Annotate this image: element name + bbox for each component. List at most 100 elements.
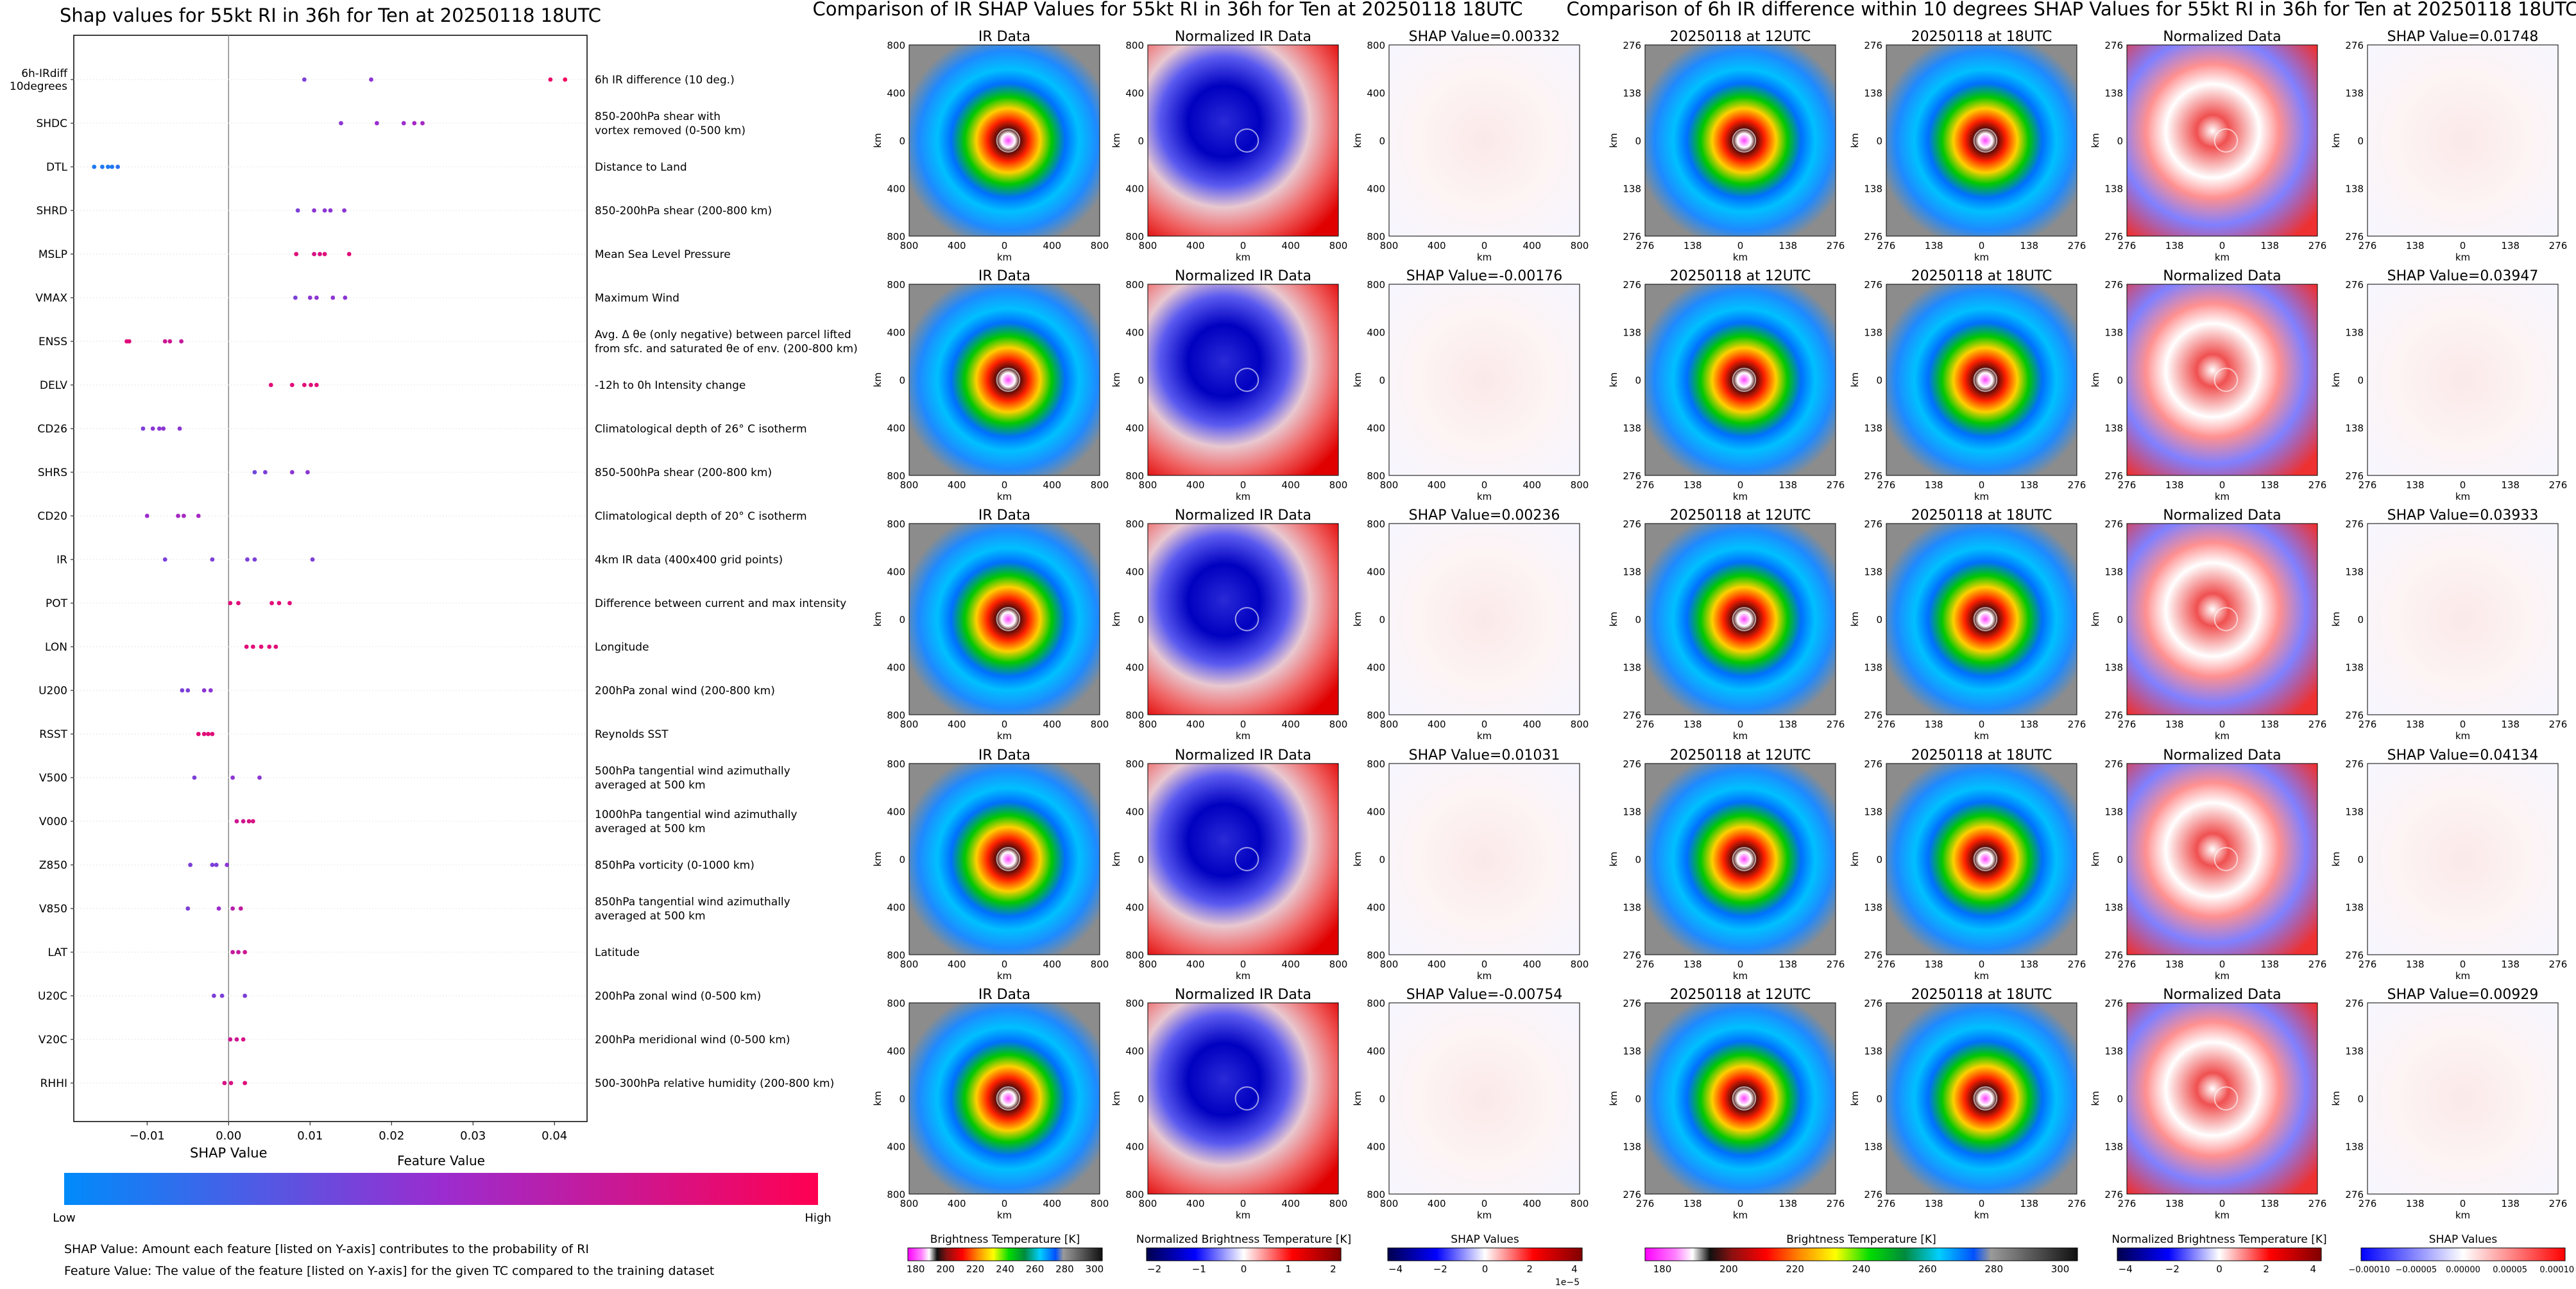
colorbar-tick: 180 [907,1263,925,1275]
y-tick-label: 400 [887,567,905,578]
x-tick-label: 138 [2501,240,2520,252]
y-tick-label: 138 [1864,567,1882,578]
x-tick-label: 800 [1091,240,1109,252]
shap-point [339,121,343,126]
shap-point [241,1037,246,1042]
shap-point [305,470,310,475]
colorbar-title: Feature Value [397,1153,485,1168]
y-tick-label: 276 [1864,518,1882,530]
y-tick-label: 800 [1367,518,1385,530]
y-tick-label: 0 [899,614,905,626]
panel-image [2126,284,2318,476]
y-tick-label: 0 [2117,135,2123,147]
shap-point [263,470,268,475]
x-tick-label: 138 [1684,719,1702,730]
panel-image [1886,1002,2077,1195]
y-tick-label: 276 [2345,231,2364,243]
y-tick-label: 800 [1367,231,1385,243]
storm-eye [2213,128,2239,153]
y-tick-label: 276 [1623,279,1641,291]
storm-eye [1234,128,1259,153]
shap-point [267,644,272,649]
x-tick-label: 400 [948,1198,966,1209]
shap-point [318,252,322,257]
x-tick-label: 138 [1925,479,1943,491]
y-tick-label: 276 [1623,998,1641,1009]
y-axis-label: km [1849,372,1861,387]
shap-point [201,688,207,693]
y-tick-label: 400 [887,423,905,434]
shap-point [250,819,255,824]
y-axis-label: km [1608,372,1619,387]
shap-point [188,862,192,867]
panel-image [1886,284,2077,476]
x-tick-label: 276 [2118,959,2137,970]
x-tick-label: 0 [1481,1198,1488,1209]
x-tick-label: 400 [1186,1198,1205,1209]
shap-point [322,208,327,213]
colorbar-tick: 300 [2051,1263,2070,1275]
x-tick-label: 0 [1979,479,1985,491]
y-tick-label: 276 [1864,998,1882,1009]
colorbar [907,1247,1103,1261]
y-tick-label: 400 [1367,184,1385,195]
y-axis-label: km [1111,372,1122,387]
y-tick-label: 800 [1125,1189,1144,1200]
feature-label: POT [46,597,68,610]
x-axis-label: km [2215,730,2230,742]
x-tick-label: 400 [1043,479,1061,491]
storm-eye [1732,847,1757,871]
colorbar-tick: 0.00000 [2446,1265,2480,1275]
panel-title: Normalized Data [2163,29,2281,45]
x-tick-label: 800 [1380,719,1399,730]
feature-label: V850 [39,903,67,916]
shap-point [310,557,315,562]
colorbar-tick: 4 [1571,1263,1578,1275]
x-tick-label: 400 [1523,719,1541,730]
shap-point [105,164,110,169]
x-tick-label: 138 [2020,240,2038,252]
x-tick-label: 138 [2020,479,2038,491]
x-tick-label: 0 [2219,240,2226,252]
shap-point [346,252,352,257]
shap-point [238,906,243,911]
feature-label: V000 [39,815,67,828]
shap-point [369,77,373,82]
y-tick-label: 0 [1379,135,1385,147]
y-tick-label: 276 [2104,40,2123,51]
x-axis-label: km [997,730,1012,742]
x-tick-label: 138 [2406,240,2425,252]
x-axis-label: km [1477,970,1492,982]
y-tick-label: 400 [1125,1046,1144,1057]
x-tick-label: 800 [1329,240,1348,252]
y-tick-label: 138 [2104,1046,2123,1057]
storm-eye [1973,1086,1998,1111]
shap-point [167,339,173,344]
colorbar-label: Brightness Temperature [K] [930,1233,1080,1246]
x-tick-label: 400 [948,959,966,970]
y-tick-label: 400 [1367,327,1385,339]
y-tick-label: 400 [1367,902,1385,914]
x-tick-label: 276 [1636,1198,1655,1209]
y-tick-label: 138 [2345,807,2364,818]
x-tick-label: 0 [1002,1198,1008,1209]
x-axis-label: km [2455,730,2470,742]
x-tick-label: 138 [2165,240,2184,252]
x-tick-label: 138 [1925,1198,1943,1209]
shap-point [225,862,230,867]
y-axis-label: km [2330,372,2342,387]
y-tick-label: 0 [1635,854,1641,866]
feature-label: SHDC [36,117,67,130]
feature-description: averaged at 500 km [595,910,706,923]
shap-point [287,601,292,606]
x-tick-label: 0 [1240,719,1247,730]
x-tick-label: 400 [1043,240,1061,252]
storm-eye [2213,368,2239,392]
x-tick-label: 138 [2260,479,2279,491]
y-tick-label: 800 [1367,279,1385,291]
x-tick-label: 800 [1139,479,1157,491]
y-tick-label: 400 [1125,184,1144,195]
feature-label: SHRD [37,205,67,218]
feature-description: 850-500hPa shear (200-800 km) [595,466,772,479]
